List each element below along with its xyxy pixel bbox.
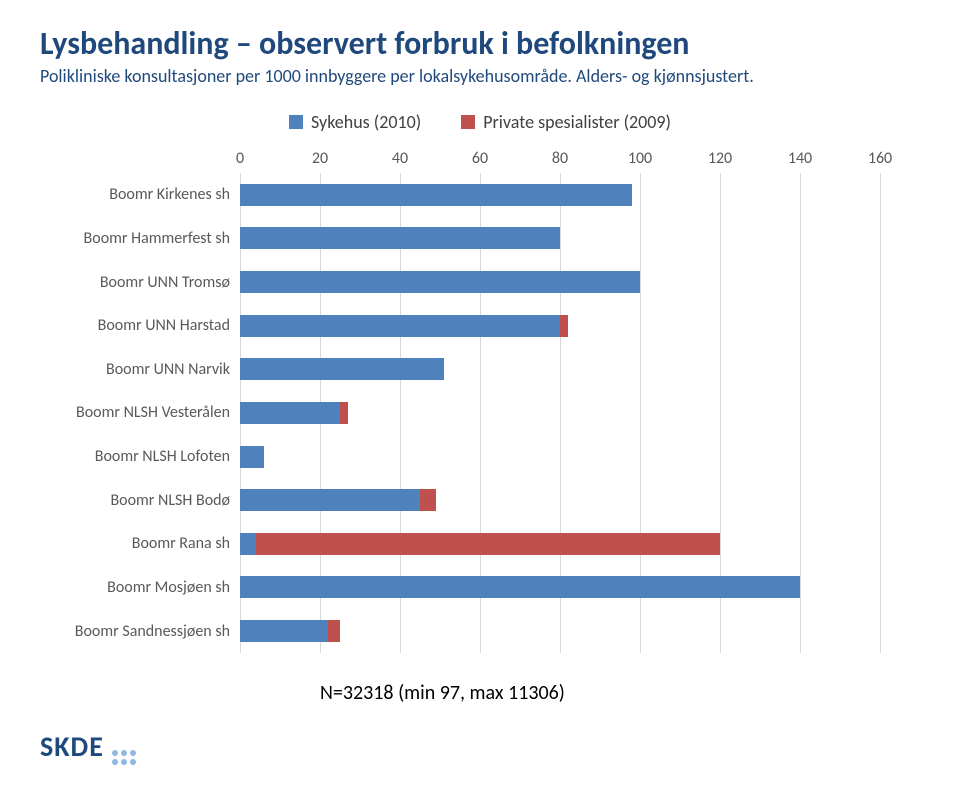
bar-segment bbox=[240, 620, 328, 642]
bar-row: Boomr NLSH Bodø bbox=[240, 487, 880, 513]
bar-segment bbox=[240, 227, 560, 249]
bar-row: Boomr Sandnessjøen sh bbox=[240, 618, 880, 644]
bar-category-label: Boomr Sandnessjøen sh bbox=[40, 622, 230, 641]
bar-row: Boomr NLSH Lofoten bbox=[240, 444, 880, 470]
bar-segment bbox=[420, 489, 436, 511]
bar-stack bbox=[240, 227, 560, 249]
x-axis-labels: 020406080100120140160 bbox=[240, 149, 880, 169]
legend-item-private: Private spesialister (2009) bbox=[461, 111, 671, 133]
bar-stack bbox=[240, 271, 640, 293]
bar-row: Boomr Rana sh bbox=[240, 531, 880, 557]
bar-row: Boomr NLSH Vesterålen bbox=[240, 400, 880, 426]
bar-stack bbox=[240, 402, 348, 424]
page-title: Lysbehandling – observert forbruk i befo… bbox=[40, 24, 920, 63]
skde-logo: SKDE bbox=[40, 729, 136, 765]
legend-label-private: Private spesialister (2009) bbox=[483, 111, 671, 133]
bar-row: Boomr UNN Narvik bbox=[240, 356, 880, 382]
legend-item-sykehus: Sykehus (2010) bbox=[289, 111, 421, 133]
bar-category-label: Boomr Rana sh bbox=[40, 534, 230, 553]
bar-category-label: Boomr Kirkenes sh bbox=[40, 185, 230, 204]
bar-category-label: Boomr UNN Harstad bbox=[40, 316, 230, 335]
bar-segment bbox=[240, 489, 420, 511]
bar-row: Boomr Mosjøen sh bbox=[240, 574, 880, 600]
bar-segment bbox=[240, 184, 632, 206]
legend-label-sykehus: Sykehus (2010) bbox=[311, 111, 421, 133]
bar-segment bbox=[240, 402, 340, 424]
logo-text: SKDE bbox=[40, 729, 104, 764]
x-axis-tick-label: 0 bbox=[236, 149, 244, 168]
footer-note: N=32318 (min 97, max 11306) bbox=[320, 681, 920, 705]
chart-legend: Sykehus (2010) Private spesialister (200… bbox=[40, 111, 920, 133]
x-axis-tick-label: 100 bbox=[628, 149, 652, 168]
x-axis-tick-label: 20 bbox=[312, 149, 328, 168]
bar-stack bbox=[240, 315, 568, 337]
bar-segment bbox=[560, 315, 568, 337]
bar-segment bbox=[328, 620, 340, 642]
legend-swatch-private bbox=[461, 115, 475, 129]
x-axis-tick-label: 80 bbox=[552, 149, 568, 168]
bar-row: Boomr Kirkenes sh bbox=[240, 182, 880, 208]
bar-segment bbox=[240, 533, 256, 555]
bar-stack bbox=[240, 576, 800, 598]
bar-category-label: Boomr Mosjøen sh bbox=[40, 578, 230, 597]
logo-dots-icon bbox=[112, 750, 136, 765]
bar-row: Boomr UNN Tromsø bbox=[240, 269, 880, 295]
legend-swatch-sykehus bbox=[289, 115, 303, 129]
bar-stack bbox=[240, 446, 264, 468]
bar-segment bbox=[240, 315, 560, 337]
x-axis-tick-label: 60 bbox=[472, 149, 488, 168]
bar-stack bbox=[240, 620, 340, 642]
bar-category-label: Boomr Hammerfest sh bbox=[40, 229, 230, 248]
bar-stack bbox=[240, 489, 436, 511]
bar-category-label: Boomr NLSH Lofoten bbox=[40, 447, 230, 466]
gridline bbox=[880, 173, 881, 653]
bar-stack bbox=[240, 533, 720, 555]
x-axis-tick-label: 40 bbox=[392, 149, 408, 168]
bar-segment bbox=[240, 271, 640, 293]
bar-category-label: Boomr NLSH Vesterålen bbox=[40, 403, 230, 422]
bars-container: Boomr Kirkenes sh Boomr Hammerfest sh Boom… bbox=[240, 173, 880, 653]
page-subtitle: Polikliniske konsultasjoner per 1000 inn… bbox=[40, 65, 920, 87]
bar-stack bbox=[240, 184, 632, 206]
chart-area: 020406080100120140160 Boomr Kirkenes shB… bbox=[240, 173, 880, 653]
bar-segment bbox=[240, 446, 264, 468]
bar-segment bbox=[240, 576, 800, 598]
x-axis-tick-label: 120 bbox=[708, 149, 732, 168]
bar-category-label: Boomr UNN Tromsø bbox=[40, 273, 230, 292]
bar-category-label: Boomr UNN Narvik bbox=[40, 360, 230, 379]
x-axis-tick-label: 160 bbox=[868, 149, 892, 168]
bar-stack bbox=[240, 358, 444, 380]
bar-row: Boomr Hammerfest sh bbox=[240, 225, 880, 251]
x-axis-tick-label: 140 bbox=[788, 149, 812, 168]
bar-segment bbox=[240, 358, 444, 380]
bar-segment bbox=[256, 533, 720, 555]
bar-category-label: Boomr NLSH Bodø bbox=[40, 491, 230, 510]
bar-row: Boomr UNN Harstad bbox=[240, 313, 880, 339]
bar-segment bbox=[340, 402, 348, 424]
